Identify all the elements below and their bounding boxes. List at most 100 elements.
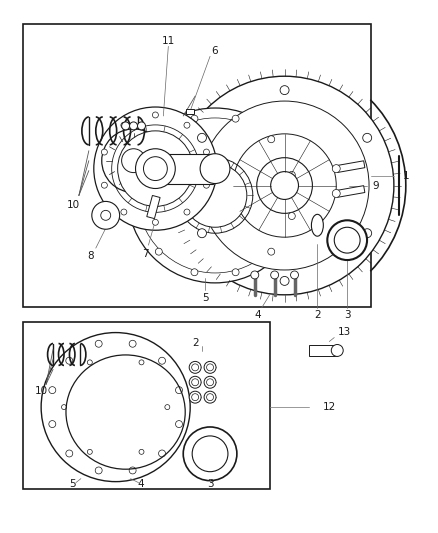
Circle shape (155, 248, 162, 255)
Circle shape (332, 190, 340, 197)
Circle shape (87, 449, 92, 454)
Bar (309, 344, 337, 357)
Circle shape (251, 271, 259, 279)
Circle shape (327, 220, 367, 260)
Circle shape (233, 134, 336, 237)
Circle shape (139, 449, 144, 454)
Circle shape (152, 219, 159, 225)
Circle shape (189, 361, 201, 373)
Circle shape (159, 450, 166, 457)
Bar (23, 321, 270, 489)
Circle shape (121, 122, 127, 128)
Circle shape (271, 172, 298, 199)
Circle shape (288, 213, 295, 220)
Circle shape (204, 149, 209, 155)
Circle shape (207, 379, 214, 386)
Circle shape (331, 344, 343, 357)
Text: 4: 4 (254, 310, 261, 320)
Text: 8: 8 (88, 251, 94, 261)
Circle shape (101, 149, 107, 155)
Circle shape (66, 450, 73, 457)
Circle shape (191, 115, 198, 122)
Circle shape (280, 86, 289, 94)
Bar (163, 154, 213, 183)
Circle shape (207, 394, 214, 401)
Circle shape (207, 364, 214, 371)
Circle shape (49, 386, 56, 393)
Circle shape (66, 357, 73, 364)
Text: 5: 5 (202, 293, 208, 303)
Circle shape (135, 172, 142, 179)
Circle shape (61, 405, 67, 409)
Circle shape (127, 108, 303, 283)
Text: 6: 6 (212, 46, 218, 56)
Circle shape (139, 360, 144, 365)
Circle shape (95, 340, 102, 347)
Bar (336, 161, 365, 173)
Text: 5: 5 (70, 479, 76, 489)
Circle shape (192, 379, 198, 386)
Circle shape (271, 271, 279, 279)
Text: 13: 13 (338, 327, 351, 336)
Circle shape (138, 118, 293, 273)
Circle shape (232, 269, 239, 276)
Circle shape (138, 122, 145, 130)
Text: 2: 2 (314, 310, 321, 320)
Circle shape (200, 154, 230, 183)
Text: 11: 11 (162, 36, 175, 46)
Circle shape (176, 421, 183, 427)
Text: 2: 2 (192, 337, 198, 348)
Circle shape (198, 133, 206, 142)
Text: 3: 3 (344, 310, 350, 320)
Circle shape (192, 364, 198, 371)
Bar (147, 196, 160, 219)
Circle shape (118, 131, 193, 206)
Circle shape (204, 376, 216, 388)
Circle shape (191, 269, 198, 276)
Circle shape (95, 467, 102, 474)
Text: 3: 3 (207, 479, 213, 489)
Circle shape (49, 421, 56, 427)
Circle shape (129, 340, 136, 347)
Circle shape (288, 172, 295, 179)
Circle shape (334, 227, 360, 253)
Circle shape (184, 209, 190, 215)
Circle shape (204, 182, 209, 188)
Circle shape (130, 122, 138, 130)
Circle shape (94, 107, 217, 230)
Text: 1: 1 (403, 171, 409, 181)
Text: 4: 4 (137, 479, 144, 489)
Circle shape (192, 394, 198, 401)
Text: 7: 7 (142, 249, 149, 259)
Circle shape (363, 133, 372, 142)
Circle shape (121, 209, 127, 215)
Text: 10: 10 (35, 386, 48, 396)
Circle shape (232, 115, 239, 122)
Circle shape (122, 149, 145, 173)
Text: 9: 9 (373, 181, 379, 190)
Circle shape (363, 229, 372, 238)
Circle shape (152, 112, 159, 118)
Circle shape (183, 164, 247, 227)
Circle shape (204, 391, 216, 403)
Bar (336, 185, 365, 197)
Circle shape (192, 436, 228, 472)
Circle shape (176, 386, 183, 393)
Circle shape (184, 122, 190, 128)
Text: 12: 12 (323, 402, 336, 412)
Circle shape (135, 213, 142, 220)
Circle shape (144, 157, 167, 181)
Circle shape (280, 277, 289, 285)
Circle shape (165, 405, 170, 409)
Circle shape (135, 149, 175, 189)
Circle shape (102, 129, 165, 192)
Circle shape (257, 158, 312, 213)
Text: 10: 10 (67, 200, 79, 211)
Circle shape (87, 360, 92, 365)
Circle shape (189, 391, 201, 403)
Circle shape (198, 229, 206, 238)
Bar (186, 109, 194, 114)
Circle shape (129, 467, 136, 474)
Circle shape (268, 136, 275, 143)
Circle shape (175, 76, 394, 295)
